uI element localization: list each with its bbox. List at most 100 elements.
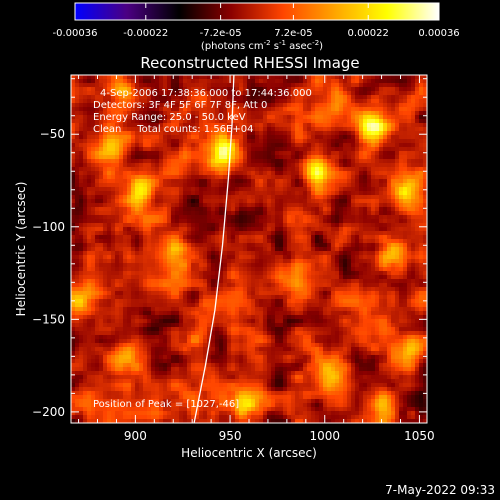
heatmap-cell — [147, 235, 152, 240]
heatmap-cell — [107, 251, 112, 256]
heatmap-cell — [351, 187, 356, 192]
heatmap-cell — [199, 127, 204, 132]
heatmap-cell — [243, 151, 248, 156]
heatmap-cell — [267, 231, 272, 236]
heatmap-cell — [199, 75, 204, 80]
heatmap-cell — [203, 115, 208, 120]
heatmap-cell — [75, 275, 80, 280]
heatmap-cell — [111, 295, 116, 300]
heatmap-cell — [371, 283, 376, 288]
heatmap-cell — [99, 171, 104, 176]
heatmap-cell — [375, 231, 380, 236]
heatmap-cell — [215, 271, 220, 276]
heatmap-cell — [243, 291, 248, 296]
heatmap-cell — [107, 167, 112, 172]
heatmap-cell — [299, 159, 304, 164]
heatmap-cell — [195, 203, 200, 208]
heatmap-cell — [183, 195, 188, 200]
heatmap-cell — [255, 243, 260, 248]
heatmap-cell — [259, 123, 264, 128]
heatmap-cell — [251, 215, 256, 220]
heatmap-cell — [115, 79, 120, 84]
heatmap-cell — [307, 211, 312, 216]
heatmap-cell — [155, 171, 160, 176]
heatmap-cell — [307, 127, 312, 132]
heatmap-cell — [355, 247, 360, 252]
heatmap-cell — [315, 167, 320, 172]
heatmap-cell — [331, 239, 336, 244]
heatmap-cell — [203, 75, 208, 80]
heatmap-cell — [227, 131, 232, 136]
heatmap-cell — [291, 231, 296, 236]
heatmap-cell — [359, 175, 364, 180]
heatmap-cell — [103, 195, 108, 200]
heatmap-cell — [187, 155, 192, 160]
heatmap-cell — [155, 103, 160, 108]
heatmap-cell — [263, 227, 268, 232]
heatmap-cell — [339, 259, 344, 264]
heatmap-cell — [399, 199, 404, 204]
heatmap-cell — [395, 199, 400, 204]
heatmap-cell — [219, 187, 224, 192]
heatmap-cell — [307, 191, 312, 196]
heatmap-cell — [379, 99, 384, 104]
heatmap-cell — [115, 283, 120, 288]
heatmap-cell — [79, 279, 84, 284]
heatmap-cell — [127, 87, 132, 92]
heatmap-cell — [399, 219, 404, 224]
heatmap-cell — [231, 75, 236, 80]
heatmap-cell — [263, 219, 268, 224]
heatmap-cell — [247, 199, 252, 204]
heatmap-cell — [375, 151, 380, 156]
heatmap-cell — [291, 279, 296, 284]
heatmap-cell — [279, 183, 284, 188]
heatmap-cell — [283, 143, 288, 148]
heatmap-cell — [295, 107, 300, 112]
heatmap-cell — [143, 219, 148, 224]
heatmap-cell — [375, 147, 380, 152]
heatmap-cell — [371, 155, 376, 160]
heatmap-cell — [131, 79, 136, 84]
heatmap-cell — [383, 219, 388, 224]
heatmap-cell — [315, 159, 320, 164]
heatmap-cell — [283, 123, 288, 128]
heatmap-cell — [279, 227, 284, 232]
heatmap-cell — [295, 227, 300, 232]
heatmap-cell — [375, 239, 380, 244]
heatmap-cell — [107, 223, 112, 228]
heatmap-cell — [307, 139, 312, 144]
heatmap-cell — [171, 163, 176, 168]
heatmap-cell — [199, 107, 204, 112]
heatmap-cell — [111, 247, 116, 252]
heatmap-cell — [347, 207, 352, 212]
heatmap-cell — [403, 127, 408, 132]
heatmap-cell — [239, 107, 244, 112]
heatmap-cell — [307, 147, 312, 152]
heatmap-cell — [135, 203, 140, 208]
heatmap-cell — [187, 115, 192, 120]
heatmap-cell — [351, 191, 356, 196]
heatmap-cell — [307, 219, 312, 224]
heatmap-cell — [107, 207, 112, 212]
heatmap-cell — [315, 95, 320, 100]
heatmap-cell — [299, 99, 304, 104]
heatmap-cell — [271, 239, 276, 244]
heatmap-cell — [155, 195, 160, 200]
heatmap-cell — [403, 287, 408, 292]
heatmap-cell — [343, 187, 348, 192]
heatmap-cell — [223, 87, 228, 92]
heatmap-cell — [107, 147, 112, 152]
heatmap-cell — [307, 207, 312, 212]
heatmap-cell — [271, 227, 276, 232]
heatmap-cell — [191, 199, 196, 204]
heatmap-cell — [339, 107, 344, 112]
heatmap-cell — [199, 287, 204, 292]
heatmap-cell — [411, 271, 416, 276]
heatmap-cell — [263, 259, 268, 264]
colorbar-tick-label: 0.00022 — [348, 28, 389, 39]
heatmap-cell — [295, 199, 300, 204]
heatmap-cell — [171, 187, 176, 192]
heatmap-cell — [79, 179, 84, 184]
heatmap-cell — [235, 75, 240, 80]
heatmap-cell — [355, 235, 360, 240]
